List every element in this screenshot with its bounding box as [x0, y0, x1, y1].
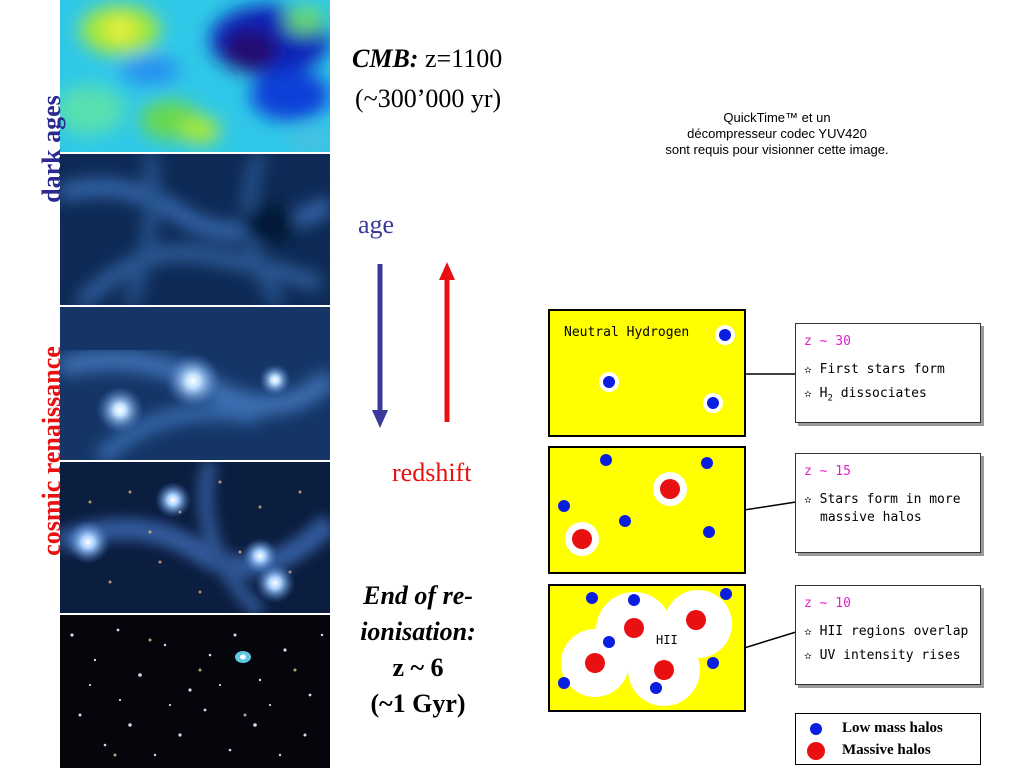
low-mass-halo	[707, 397, 719, 409]
end-line-1: End of re-	[363, 581, 473, 610]
info-box-z10: z ~ 10 ✫ HII regions overlap ✫ UV intens…	[795, 585, 981, 685]
galaxy-formation-image	[60, 462, 330, 613]
info-z10-item-1-text: HII regions overlap	[819, 624, 969, 639]
low-mass-halo	[558, 500, 570, 512]
legend-low-mass-label: Low mass halos	[842, 720, 943, 736]
info-z15-item-1: ✫ Stars form in more	[804, 491, 972, 509]
legend-low-mass-marker	[810, 723, 822, 735]
hii-label: HII	[656, 633, 678, 647]
cmb-title: CMB: z=1100	[352, 44, 502, 74]
info-z15-item-1b: massive halos	[820, 510, 922, 525]
redshift-label: redshift	[392, 458, 472, 487]
star-icon: ✫	[804, 648, 812, 663]
h2-subscript: 2	[827, 393, 833, 404]
info-z30-item-1-text: First stars form	[819, 362, 945, 377]
star-icon: ✫	[804, 362, 812, 377]
star-icon: ✫	[804, 624, 812, 639]
low-mass-halo	[707, 657, 719, 669]
neutral-hydrogen-box: Neutral Hydrogen	[548, 309, 746, 437]
connector-lines	[744, 373, 797, 649]
info-z15-redshift: z ~ 15	[804, 464, 851, 479]
info-z15-item-1-text: Stars form in more	[819, 492, 961, 507]
massive-halo	[624, 618, 644, 638]
low-mass-halo	[720, 588, 732, 600]
legend: Low mass halos Massive halos	[795, 713, 981, 765]
low-mass-halo	[628, 594, 640, 606]
first-stars-image	[60, 307, 330, 460]
box2-halos	[558, 454, 715, 556]
info-z10-item-1: ✫ HII regions overlap	[804, 623, 972, 641]
low-mass-halo	[701, 457, 713, 469]
low-mass-halo	[619, 515, 631, 527]
end-line-2: ionisation:	[360, 617, 476, 646]
galaxy-field-image	[60, 615, 330, 768]
age-label: age	[358, 210, 395, 239]
info-z10-item-2: ✫ UV intensity rises	[804, 647, 972, 665]
low-mass-halo	[603, 636, 615, 648]
box1-halos	[599, 325, 735, 413]
legend-markers	[807, 723, 825, 760]
info-box-z30: z ~ 30 ✫ First stars form ✫ H2 dissociat…	[795, 323, 981, 423]
quicktime-line-1: QuickTime™ et un	[723, 110, 831, 125]
age-arrow-icon	[372, 264, 388, 428]
low-mass-halo	[603, 376, 615, 388]
legend-massive-label: Massive halos	[842, 742, 931, 758]
end-of-reionisation: End of re- ionisation: z ~ 6 (~1 Gyr)	[336, 578, 500, 722]
quicktime-line-3: sont requis pour visionner cette image.	[665, 142, 889, 157]
legend-massive-marker	[807, 742, 825, 760]
low-mass-halo	[586, 592, 598, 604]
info-z30-item-2: ✫ H2 dissociates	[804, 385, 972, 408]
dark-matter-filament-image	[60, 154, 330, 305]
h2-prefix: H	[819, 386, 828, 401]
redshift-arrow-icon	[439, 262, 455, 422]
quicktime-placeholder: QuickTime™ et un décompresseur codec YUV…	[600, 110, 954, 158]
star-icon: ✫	[804, 386, 812, 401]
h2-suffix: dissociates	[832, 386, 927, 401]
neutral-hydrogen-label: Neutral Hydrogen	[564, 325, 690, 340]
dark-ages-label: dark ages	[37, 95, 66, 203]
end-line-4: (~1 Gyr)	[370, 689, 466, 718]
low-mass-halo	[558, 677, 570, 689]
massive-halo	[654, 660, 674, 680]
star-icon: ✫	[804, 492, 812, 507]
massive-halo	[572, 529, 592, 549]
low-mass-halo	[650, 682, 662, 694]
info-z10-item-2-text: UV intensity rises	[819, 648, 961, 663]
info-z30-item-1: ✫ First stars form	[804, 361, 972, 379]
info-z10-redshift: z ~ 10	[804, 596, 851, 611]
box3-halos	[558, 588, 732, 706]
low-mass-halo	[719, 329, 731, 341]
cmb-redshift: z=1100	[418, 44, 503, 73]
end-line-3: z ~ 6	[392, 653, 444, 682]
cosmic-renaissance-label: cosmic renaissance	[37, 346, 66, 556]
low-mass-halo	[703, 526, 715, 538]
massive-halo	[660, 479, 680, 499]
stars-forming-box	[548, 446, 746, 574]
quicktime-line-2: décompresseur codec YUV420	[687, 126, 867, 141]
low-mass-halo	[600, 454, 612, 466]
info-box-z15: z ~ 15 ✫ Stars form in more massive halo…	[795, 453, 981, 553]
info-z30-redshift: z ~ 30	[804, 334, 851, 349]
massive-halo	[585, 653, 605, 673]
cmb-map-image	[60, 0, 330, 152]
cmb-title-italic: CMB:	[352, 44, 419, 73]
hii-regions-box: HII	[548, 584, 746, 712]
massive-halo	[686, 610, 706, 630]
cmb-age: (~300’000 yr)	[355, 84, 502, 113]
